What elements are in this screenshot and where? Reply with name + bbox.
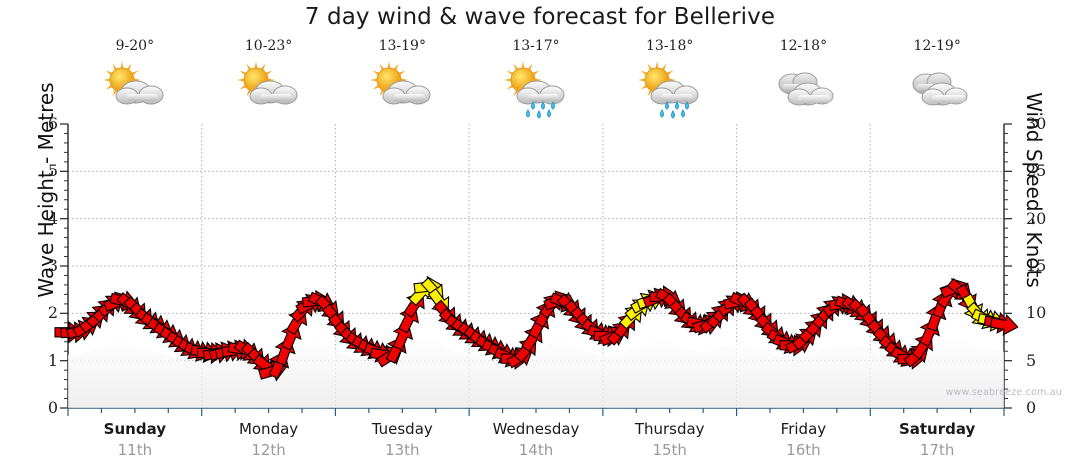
day-date: 16th [786,441,821,459]
temperature-range: 12-18° [779,38,828,54]
temperature-range: 13-18° [646,38,694,54]
day-footer-monday: Monday 12th [202,420,336,470]
right-axis-title: Wind Speed - Knots [1022,92,1046,288]
left-tick-5: 5 [47,161,58,181]
day-date: 13th [385,441,420,459]
day-name: Saturday [898,420,976,438]
day-header-tuesday: 13-19° [335,38,469,128]
day-header-thursday: 13-18° [603,38,737,128]
watermark: www.seabreeze.com.au [945,387,1062,398]
day-name: Sunday [103,420,167,438]
day-name: Friday [780,420,827,438]
day-name: Monday [238,420,299,438]
temperature-range: 13-19° [378,38,426,54]
day-footer-friday: Friday 16th [737,420,871,470]
temperature-range: 12-19° [913,38,961,54]
sun-cloud-icon [68,58,202,120]
temperature-range: 9-20° [115,38,155,54]
left-tick-1: 1 [47,350,58,370]
temperature-range: 10-23° [244,38,293,54]
page-title: 7 day wind & wave forecast for Bellerive [304,4,776,30]
sun-cloud-rain-icon [603,58,737,120]
left-tick-0: 0 [47,398,58,417]
right-tick-30: 30 [1026,114,1047,133]
right-tick-10: 10 [1026,303,1047,323]
right-tick-0: 0 [1026,398,1037,417]
day-header-saturday: 12-19° [870,38,1004,128]
day-date: 11th [117,441,153,459]
left-tick-6: 6 [47,114,58,133]
cloud-icon [870,58,1004,120]
right-tick-5: 5 [1026,350,1037,370]
right-tick-20: 20 [1026,208,1047,228]
day-date: 14th [518,441,554,459]
day-header-sunday: 9-20° [68,38,202,128]
day-header-friday: 12-18° [737,38,871,128]
day-footer-thursday: Thursday 15th [603,420,737,470]
day-footer-tuesday: Tuesday 13th [335,420,469,470]
day-footer-saturday: Saturday 17th [870,420,1004,470]
day-date: 12th [251,441,286,459]
sun-cloud-icon [335,58,469,120]
cloud-icon [737,58,871,120]
sun-cloud-rain-icon [469,58,603,120]
day-date: 15th [652,441,687,459]
wind-direction-arrow [989,313,1019,336]
day-name: Tuesday [371,420,433,438]
right-tick-15: 15 [1026,256,1047,275]
day-header-wednesday: 13-17° [469,38,603,128]
day-date: 17th [919,441,955,459]
wind-arrow-series [54,275,1019,382]
day-footer-wednesday: Wednesday 14th [469,420,603,470]
left-tick-2: 2 [47,303,58,323]
right-tick-25: 25 [1026,161,1047,181]
temperature-range: 13-17° [512,38,560,54]
wave-height-area [68,335,1004,408]
day-header-monday: 10-23° [202,38,336,128]
sun-cloud-icon [202,58,336,120]
left-tick-4: 4 [47,208,58,228]
day-name: Wednesday [492,420,580,438]
left-axis-title: Wave Height - Metres [34,82,58,298]
day-name: Thursday [634,420,705,438]
day-footer-sunday: Sunday 11th [68,420,202,470]
left-tick-3: 3 [47,256,58,275]
